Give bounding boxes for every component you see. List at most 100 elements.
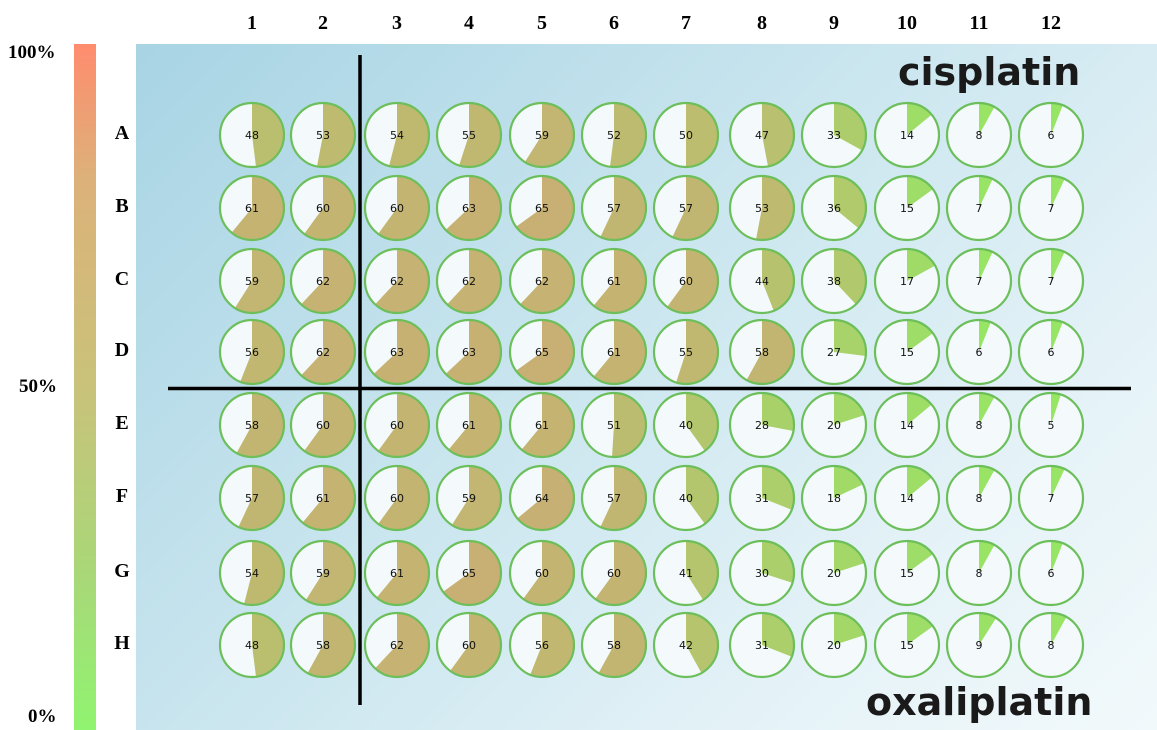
data-label: 60	[316, 419, 330, 432]
pie-slice	[600, 466, 647, 530]
data-label: 9	[976, 639, 983, 652]
well-ring	[945, 611, 1013, 679]
well-ring	[873, 611, 941, 679]
data-label: 59	[245, 275, 259, 288]
pie-slice	[520, 249, 574, 313]
pie-slice	[979, 613, 997, 645]
pie-slice	[834, 466, 863, 498]
well-ring	[435, 391, 503, 459]
data-label: 8	[976, 492, 983, 505]
data-label: 31	[755, 492, 769, 505]
column-label-11: 11	[969, 12, 989, 34]
pie-slice	[530, 612, 575, 677]
pie-slice	[448, 393, 501, 457]
well-ring	[218, 391, 286, 459]
pie-slice	[304, 393, 355, 457]
well-ring	[873, 464, 941, 532]
well-G11: 8	[945, 539, 1013, 607]
data-label: 60	[607, 567, 621, 580]
pie-slice	[375, 613, 429, 677]
well-E6: 51	[580, 391, 648, 459]
well-C6: 61	[580, 247, 648, 315]
data-label: 56	[245, 346, 259, 359]
data-label: 61	[607, 346, 621, 359]
data-label: 56	[535, 639, 549, 652]
well-ring	[1017, 391, 1085, 459]
well-F5: 64	[508, 464, 576, 532]
well-ring	[289, 391, 357, 459]
column-label-8: 8	[757, 12, 767, 34]
well-E9: 20	[800, 391, 868, 459]
data-label: 33	[827, 129, 841, 142]
data-label: 65	[535, 202, 549, 215]
well-E4: 61	[435, 391, 503, 459]
well-ring	[363, 174, 431, 242]
well-ring	[800, 539, 868, 607]
scale-label-bottom: 0%	[28, 706, 57, 727]
data-label: 65	[462, 567, 476, 580]
pie-slice	[302, 466, 355, 530]
data-label: 53	[755, 202, 769, 215]
well-ring	[289, 539, 357, 607]
well-ring	[289, 464, 357, 532]
pie-slice	[979, 541, 995, 573]
well-E1: 58	[218, 391, 286, 459]
row-label-E: E	[115, 412, 129, 434]
well-ring	[728, 247, 796, 315]
data-label: 57	[607, 202, 621, 215]
pie-slice	[516, 320, 574, 384]
well-H11: 9	[945, 611, 1013, 679]
well-ring	[580, 539, 648, 607]
data-label: 52	[607, 129, 621, 142]
well-F3: 60	[363, 464, 431, 532]
well-ring	[289, 247, 357, 315]
well-ring	[945, 247, 1013, 315]
well-ring	[363, 464, 431, 532]
well-C4: 62	[435, 247, 503, 315]
well-G1: 54	[218, 539, 286, 607]
pie-slice	[304, 176, 355, 241]
data-label: 28	[755, 419, 769, 432]
well-ring	[652, 611, 720, 679]
pie-slice	[244, 541, 285, 605]
well-ring	[289, 318, 357, 386]
well-F8: 31	[728, 464, 796, 532]
data-label: 61	[607, 275, 621, 288]
column-label-9: 9	[829, 12, 839, 34]
well-ring	[652, 247, 720, 315]
column-label-6: 6	[609, 12, 619, 34]
data-label: 20	[827, 419, 841, 432]
well-ring	[435, 174, 503, 242]
pie-slice	[524, 103, 574, 167]
well-H5: 56	[508, 611, 576, 679]
well-G4: 65	[435, 539, 503, 607]
pie-slice	[762, 541, 794, 583]
data-label: 54	[390, 129, 404, 142]
pie-slice	[1051, 541, 1063, 573]
oxaliplatin-label: oxaliplatin	[866, 680, 1093, 724]
data-label: 15	[900, 202, 914, 215]
well-ring	[945, 318, 1013, 386]
well-ring	[945, 174, 1013, 242]
well-ring	[580, 611, 648, 679]
row-label-C: C	[114, 268, 130, 290]
pie-slice	[234, 249, 284, 313]
well-E2: 60	[289, 391, 357, 459]
well-D4: 63	[435, 318, 503, 386]
well-ring	[652, 391, 720, 459]
data-label: 18	[827, 492, 841, 505]
well-H10: 15	[873, 611, 941, 679]
well-G10: 15	[873, 539, 941, 607]
plate-wells-svg: 48 53 54 55 59 52 50 47 33 14 8 661 60 60 63 65 57 57 53 36…	[168, 55, 1131, 705]
well-E11: 8	[945, 391, 1013, 459]
pie-slice	[252, 613, 285, 677]
pie-slice	[521, 393, 574, 457]
pie-slice	[523, 541, 574, 605]
pie-slice	[907, 613, 933, 645]
well-A2: 53	[289, 101, 357, 169]
data-label: 7	[1048, 275, 1055, 288]
well-ring	[652, 318, 720, 386]
well-E12: 5	[1017, 391, 1085, 459]
pie-slice	[593, 249, 646, 313]
pie-slice	[746, 320, 794, 385]
